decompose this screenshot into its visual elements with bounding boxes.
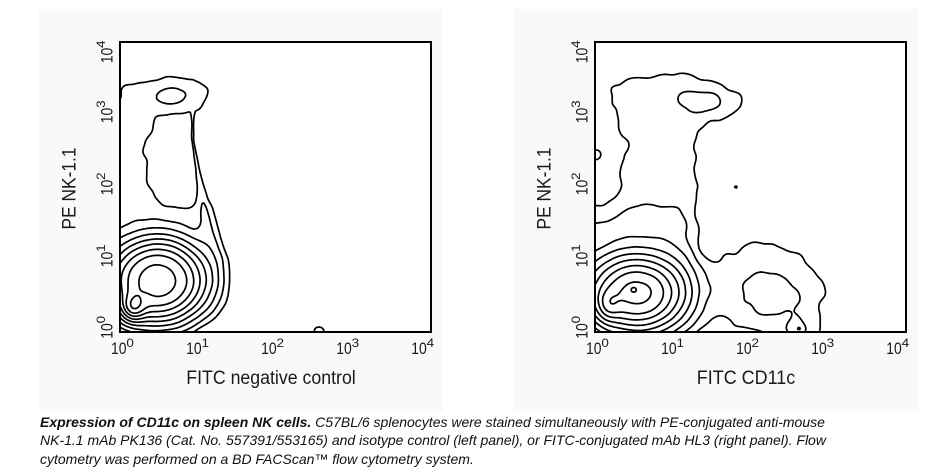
- svg-text:10: 10: [98, 48, 117, 64]
- svg-text:FITC CD11c: FITC CD11c: [697, 368, 796, 389]
- svg-text:1: 1: [202, 336, 210, 350]
- svg-text:10: 10: [736, 339, 752, 358]
- svg-text:0: 0: [569, 316, 583, 324]
- svg-text:1: 1: [94, 244, 108, 252]
- svg-text:1: 1: [569, 244, 583, 252]
- svg-text:10: 10: [186, 339, 202, 358]
- svg-text:10: 10: [573, 108, 592, 124]
- svg-text:10: 10: [573, 323, 592, 339]
- svg-text:PE NK-1.1: PE NK-1.1: [60, 148, 81, 230]
- svg-text:10: 10: [98, 252, 117, 268]
- svg-text:FITC negative control: FITC negative control: [186, 368, 356, 389]
- svg-text:0: 0: [601, 336, 609, 350]
- svg-text:2: 2: [569, 172, 583, 180]
- svg-text:3: 3: [569, 100, 583, 108]
- svg-text:10: 10: [411, 339, 427, 358]
- svg-text:3: 3: [827, 336, 835, 350]
- svg-text:4: 4: [427, 336, 435, 350]
- svg-text:4: 4: [94, 40, 108, 48]
- svg-text:10: 10: [98, 180, 117, 196]
- svg-text:10: 10: [586, 339, 602, 358]
- svg-text:3: 3: [352, 336, 360, 350]
- svg-text:10: 10: [811, 339, 827, 358]
- svg-text:10: 10: [573, 48, 592, 64]
- svg-text:10: 10: [98, 323, 117, 339]
- svg-text:2: 2: [277, 336, 285, 350]
- svg-text:10: 10: [98, 108, 117, 124]
- svg-text:PE NK-1.1: PE NK-1.1: [535, 148, 556, 230]
- svg-text:10: 10: [886, 339, 902, 358]
- svg-text:3: 3: [94, 100, 108, 108]
- svg-text:0: 0: [126, 336, 134, 350]
- svg-text:4: 4: [902, 336, 910, 350]
- svg-text:1: 1: [677, 336, 685, 350]
- svg-text:2: 2: [752, 336, 760, 350]
- svg-text:0: 0: [94, 316, 108, 324]
- svg-text:4: 4: [569, 40, 583, 48]
- svg-text:10: 10: [261, 339, 277, 358]
- svg-text:10: 10: [336, 339, 352, 358]
- svg-text:2: 2: [94, 172, 108, 180]
- svg-text:10: 10: [573, 180, 592, 196]
- svg-text:10: 10: [111, 339, 127, 358]
- svg-text:10: 10: [573, 252, 592, 268]
- svg-text:10: 10: [661, 339, 677, 358]
